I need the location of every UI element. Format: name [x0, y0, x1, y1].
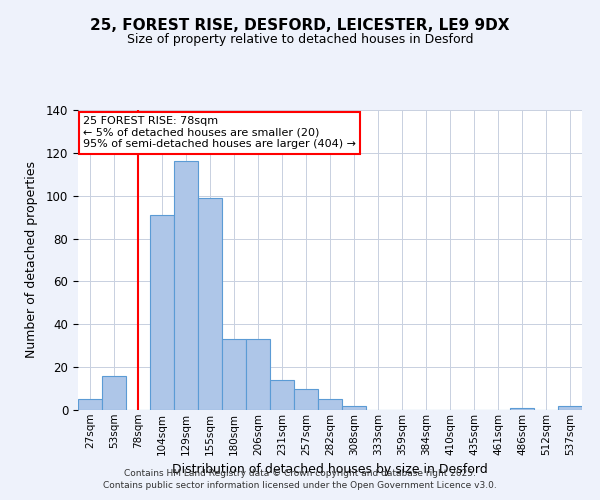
Y-axis label: Number of detached properties: Number of detached properties — [25, 162, 38, 358]
Bar — [78, 400, 102, 410]
Bar — [294, 388, 318, 410]
Bar — [174, 162, 198, 410]
X-axis label: Distribution of detached houses by size in Desford: Distribution of detached houses by size … — [172, 463, 488, 476]
Text: 25 FOREST RISE: 78sqm
← 5% of detached houses are smaller (20)
95% of semi-detac: 25 FOREST RISE: 78sqm ← 5% of detached h… — [83, 116, 356, 149]
Bar — [222, 340, 246, 410]
Text: Contains public sector information licensed under the Open Government Licence v3: Contains public sector information licen… — [103, 481, 497, 490]
Bar — [102, 376, 126, 410]
Bar — [270, 380, 294, 410]
Bar — [558, 406, 582, 410]
Bar — [198, 198, 222, 410]
Text: 25, FOREST RISE, DESFORD, LEICESTER, LE9 9DX: 25, FOREST RISE, DESFORD, LEICESTER, LE9… — [90, 18, 510, 32]
Bar — [318, 400, 342, 410]
Bar — [342, 406, 366, 410]
Bar — [150, 215, 174, 410]
Bar — [246, 340, 270, 410]
Text: Size of property relative to detached houses in Desford: Size of property relative to detached ho… — [127, 32, 473, 46]
Text: Contains HM Land Registry data © Crown copyright and database right 2025.: Contains HM Land Registry data © Crown c… — [124, 468, 476, 477]
Bar — [510, 408, 534, 410]
